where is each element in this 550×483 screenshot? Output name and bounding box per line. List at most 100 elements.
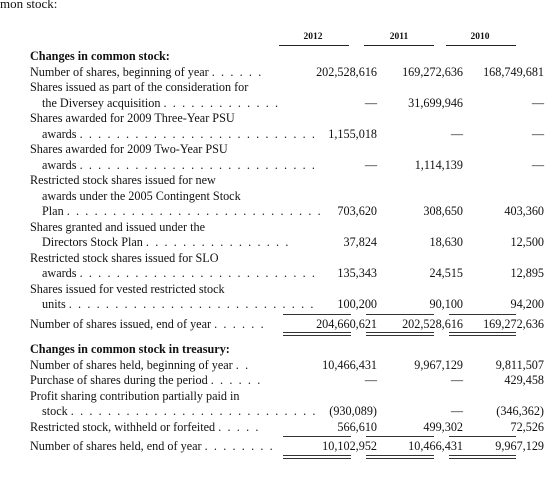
value-2010: 12,895	[510, 266, 544, 280]
value-2010: —	[531, 126, 544, 141]
year-header-2011: 2011	[389, 32, 409, 42]
row-label: Restricted stock, withheld or forfeited …	[30, 419, 261, 434]
leader-dots: . . . . . . . .	[204, 439, 275, 453]
year-header-2010: 2010	[470, 32, 490, 42]
value-2012: —	[364, 95, 377, 110]
double-rule-2011	[366, 332, 434, 336]
row-label: the Diversey acquisition . . . . . . . .…	[42, 95, 280, 110]
leader-dots: . . . . . . . . . . . . . . . . . . . . …	[79, 157, 317, 172]
value-2012: (930,089)	[329, 404, 377, 418]
common-stock-row: Shares granted and issued under the Direc…	[30, 220, 550, 251]
value-2010: —	[531, 157, 544, 172]
value-2011: —	[450, 404, 463, 418]
leader-dots: . . . . . . . . . . . . . . . .	[145, 235, 290, 249]
leader-dots: . . . . . . . . . . . . . . . . . . . . …	[79, 266, 317, 280]
row-label: Directors Stock Plan . . . . . . . . . .…	[42, 235, 290, 249]
total-label: Number of shares issued, end of year . .…	[30, 316, 266, 331]
total-value-2011: 10,466,431	[408, 439, 463, 453]
value-2010: 168,749,681	[483, 64, 544, 79]
value-2012: 202,528,616	[316, 64, 377, 79]
common-stock-row: Shares issued for vested restricted stoc…	[30, 282, 550, 313]
total-value-2010: 9,967,129	[495, 439, 544, 453]
row-label: awards . . . . . . . . . . . . . . . . .…	[42, 266, 317, 280]
row-label: Shares awarded for 2009 Two-Year PSU	[30, 142, 228, 156]
row-label: Plan . . . . . . . . . . . . . . . . . .…	[42, 204, 323, 218]
header-rule-2011	[364, 45, 434, 46]
common-stock-heading: Changes in common stock:	[30, 49, 170, 63]
single-rule-2011	[366, 313, 434, 315]
intro-text: mon stock:	[0, 0, 58, 11]
row-label: Shares issued for vested restricted stoc…	[30, 281, 225, 296]
total-label: Number of shares held, end of year . . .…	[30, 439, 275, 453]
single-rule-2011	[366, 436, 434, 437]
leader-dots: . . . . . .	[214, 316, 266, 331]
value-2011: 308,650	[423, 204, 463, 218]
row-label: Shares issued as part of the considerati…	[30, 80, 249, 94]
single-rule-2010	[449, 436, 516, 437]
value-2011: 169,272,636	[402, 64, 463, 79]
row-label: Shares awarded for 2009 Three-Year PSU	[30, 111, 235, 125]
value-2012: 10,466,431	[322, 357, 377, 372]
leader-dots: . . . . . . . . . . . . . . . . . . . . …	[79, 126, 317, 141]
value-2010: 429,458	[504, 373, 544, 387]
value-2012: —	[364, 373, 377, 387]
leader-dots: . . . . . . . . . . . . . . . . . . . . …	[68, 297, 316, 311]
treasury-heading: Changes in common stock in treasury:	[30, 342, 230, 356]
value-2010: —	[531, 95, 544, 110]
value-2010: 12,500	[510, 235, 544, 249]
leader-dots: . . . . . . . . . . . . .	[163, 95, 280, 110]
leader-dots: . . . . . . . . . . . . . . . . . . . . …	[66, 204, 323, 218]
double-rule-2012	[283, 332, 351, 336]
value-2012: —	[364, 157, 377, 172]
row-label: Profit sharing contribution partially pa…	[30, 388, 240, 403]
value-2012: 566,610	[337, 419, 377, 434]
row-label: awards . . . . . . . . . . . . . . . . .…	[42, 157, 317, 172]
leader-dots: . . . . . .	[210, 373, 262, 387]
total-value-2011: 202,528,616	[402, 316, 463, 331]
row-label: Shares granted and issued under the	[30, 219, 205, 234]
total-value-2010: 169,272,636	[483, 316, 544, 331]
common-stock-row: Number of shares, beginning of year . . …	[30, 65, 550, 81]
treasury-row: Purchase of shares during the period . .…	[30, 373, 550, 389]
value-2012: 703,620	[337, 204, 377, 218]
value-2011: —	[450, 126, 463, 141]
common-stock-row: Shares awarded for 2009 Three-Year PSU aw…	[30, 111, 550, 142]
double-rule-2011	[366, 454, 434, 459]
value-2012: 100,200	[337, 297, 377, 311]
value-2011: —	[450, 373, 463, 387]
value-2011: 18,630	[429, 235, 463, 249]
value-2011: 9,967,129	[414, 357, 463, 372]
row-label: Restricted stock shares issued for SLO	[30, 250, 219, 265]
double-rule-2010	[449, 332, 516, 336]
value-2010: 9,811,507	[495, 357, 544, 372]
value-2011: 1,114,139	[414, 157, 463, 172]
header-rule-2012	[279, 45, 349, 46]
value-2010: 94,200	[510, 297, 544, 311]
leader-dots: . . . . . .	[211, 64, 263, 79]
leader-dots: . .	[235, 357, 250, 372]
value-2011: 31,699,946	[408, 95, 463, 110]
treasury-row: Number of shares held, beginning of year…	[30, 358, 550, 374]
treasury-row: Restricted stock, withheld or forfeited …	[30, 420, 550, 436]
value-2011: 499,302	[423, 419, 463, 434]
common-stock-row: Restricted stock shares issued for new aw…	[30, 173, 550, 220]
value-2011: 90,100	[429, 297, 463, 311]
row-label: awards under the 2005 Contingent Stock	[42, 188, 241, 203]
row-label: units . . . . . . . . . . . . . . . . . …	[42, 297, 316, 311]
total-value-2012: 10,102,952	[322, 439, 377, 453]
total-value-2012: 204,660,621	[316, 316, 377, 331]
single-rule-2012	[283, 436, 351, 437]
treasury-row: Profit sharing contribution partially pa…	[30, 389, 550, 420]
value-2012: 135,343	[337, 266, 377, 280]
common-stock-row: Shares awarded for 2009 Two-Year PSU awar…	[30, 142, 550, 173]
value-2012: 37,824	[343, 235, 377, 249]
value-2010: 403,360	[504, 204, 544, 218]
row-label: Restricted stock shares issued for new	[30, 173, 216, 187]
row-label: Number of shares, beginning of year . . …	[30, 64, 263, 79]
header-rule-2010	[446, 45, 516, 46]
leader-dots: . . . . . . . . . . . . . . . . . . . . …	[70, 404, 318, 418]
year-header-2012: 2012	[303, 32, 323, 42]
double-rule-2012	[283, 454, 351, 459]
single-rule-2010	[449, 313, 516, 315]
row-label: Number of shares held, beginning of year…	[30, 357, 250, 372]
